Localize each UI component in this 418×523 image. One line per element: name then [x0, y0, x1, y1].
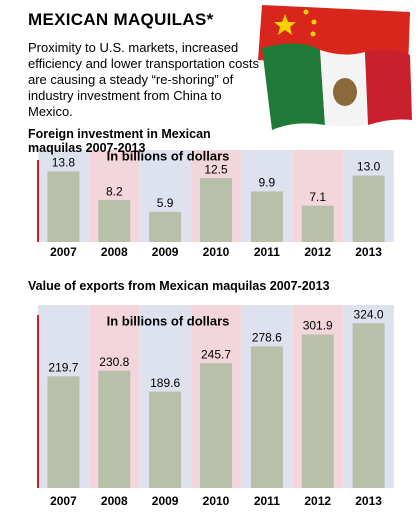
- value-label: 13.0: [357, 160, 381, 174]
- description: Proximity to U.S. markets, increased eff…: [28, 40, 259, 119]
- bar: [250, 191, 283, 242]
- value-label: 13.8: [52, 156, 76, 170]
- bar: [98, 200, 131, 242]
- x-tick-label: 2008: [101, 494, 128, 508]
- value-label: 301.9: [303, 319, 333, 333]
- value-label: 5.9: [157, 196, 174, 210]
- x-tick-label: 2011: [254, 494, 280, 508]
- mexico-green: [262, 43, 325, 130]
- emblem: [333, 78, 357, 106]
- value-label: 7.1: [309, 190, 326, 204]
- x-tick-label: 2013: [355, 245, 382, 259]
- star: [303, 9, 309, 15]
- title: MEXICAN MAQUILAS*: [28, 10, 214, 29]
- bar: [47, 376, 80, 488]
- bar: [250, 346, 283, 488]
- x-tick-label: 2008: [101, 245, 128, 259]
- x-tick-label: 2009: [152, 245, 179, 259]
- subtitle: In billions of dollars: [107, 148, 230, 163]
- flags: [258, 5, 412, 130]
- x-tick-label: 2012: [304, 245, 331, 259]
- x-tick-label: 2009: [152, 494, 179, 508]
- x-tick-label: 2010: [203, 245, 230, 259]
- mexico-red: [365, 49, 412, 125]
- star: [310, 31, 316, 37]
- label-strip: [38, 242, 394, 264]
- x-tick-label: 2011: [254, 245, 280, 259]
- subtitle: In billions of dollars: [107, 313, 230, 328]
- value-label: 12.5: [204, 162, 228, 176]
- value-label: 219.7: [48, 360, 78, 374]
- x-tick-label: 2010: [203, 494, 230, 508]
- bar: [352, 323, 385, 488]
- bar: [149, 391, 182, 488]
- value-label: 245.7: [201, 347, 231, 361]
- value-label: 189.6: [150, 376, 180, 390]
- bar: [200, 363, 232, 488]
- x-tick-label: 2007: [50, 494, 77, 508]
- bar: [98, 370, 131, 488]
- x-tick-label: 2012: [304, 494, 331, 508]
- value-label: 230.8: [99, 355, 129, 369]
- star: [274, 14, 296, 35]
- star: [311, 19, 317, 25]
- label-strip: [38, 488, 394, 510]
- chart-title: Foreign investment in Mexican maquilas 2…: [28, 127, 211, 155]
- bar: [352, 175, 385, 242]
- value-label: 324.0: [354, 307, 384, 321]
- value-label: 9.9: [259, 176, 276, 190]
- bar: [47, 171, 80, 242]
- bar: [301, 205, 334, 242]
- value-label: 278.6: [252, 331, 282, 345]
- x-tick-label: 2013: [355, 494, 382, 508]
- value-label: 8.2: [106, 184, 123, 198]
- x-tick-label: 2007: [50, 245, 77, 259]
- chart-title: Value of exports from Mexican maquilas 2…: [28, 279, 330, 293]
- bar: [149, 211, 182, 242]
- bar: [200, 178, 232, 242]
- bar: [301, 334, 334, 488]
